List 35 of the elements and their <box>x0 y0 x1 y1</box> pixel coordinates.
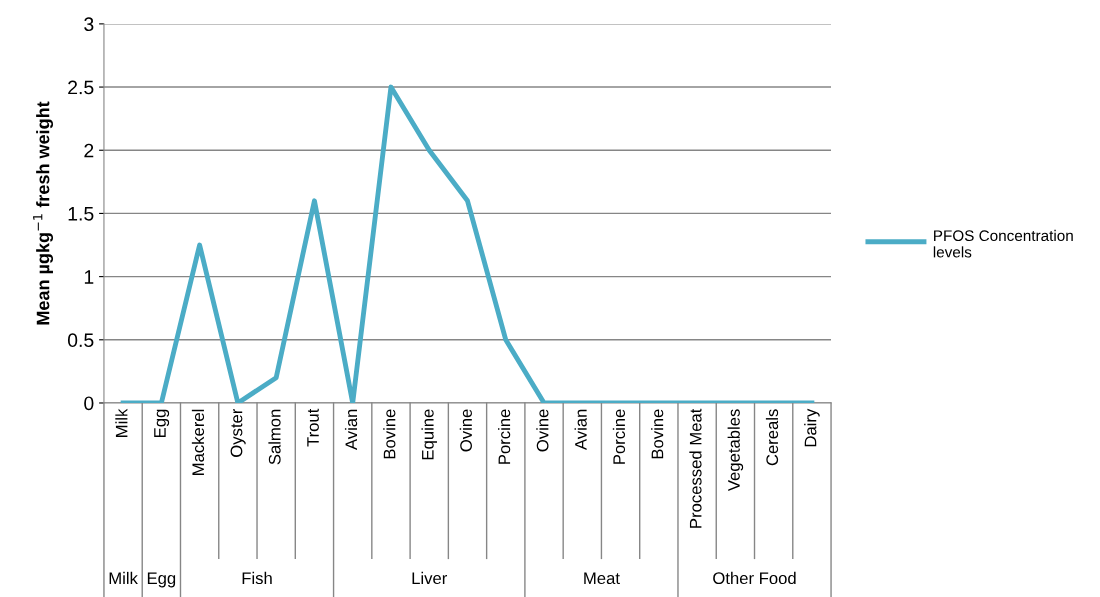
text: Meat <box>584 572 620 585</box>
y-axis-title: Mean µgkg$^{−1}$ fresh weight <box>33 101 54 325</box>
x-tick-label: Bovine <box>651 409 664 459</box>
y-tick-label: 1 <box>84 270 94 284</box>
x-tick-label: Processed Meat <box>689 408 702 528</box>
x-tick-label: Ovine <box>459 409 472 452</box>
y-tick-label: 0 <box>84 396 94 411</box>
x-tick-label: Egg <box>154 409 170 437</box>
x-tick-label: Cereals <box>765 409 779 466</box>
text: Fish <box>242 571 272 585</box>
x-tick-label: Ovine <box>536 409 549 452</box>
line-series <box>120 84 815 403</box>
y-tick-label: 0.5 <box>67 333 94 348</box>
y-tick-label: 1.5 <box>68 207 94 221</box>
x-tick-label: Porcine <box>498 409 511 464</box>
x-tick-label: Equine <box>421 409 437 460</box>
x-tick-label: Avian <box>344 409 358 451</box>
x-tick-label: Vegetables <box>727 409 744 492</box>
x-tick-label: Mackerel <box>191 409 205 475</box>
y-tick-label: 3 <box>84 17 94 32</box>
text: Milk <box>109 571 138 584</box>
x-tick-label: Milk <box>115 408 128 437</box>
x-tick-label: Porcine <box>612 409 626 464</box>
x-tick-label: Bovine <box>383 409 396 459</box>
x-tick-label: Trout <box>307 408 319 447</box>
text: Egg <box>147 572 176 588</box>
y-tick-label: 2 <box>84 143 94 158</box>
x-tick-label: Avian <box>574 409 587 451</box>
text: Liver <box>412 571 448 585</box>
x-tick-label: Salmon <box>268 409 281 465</box>
text: Other Food <box>713 571 796 585</box>
y-tick-label: 2.5 <box>68 80 94 95</box>
x-tick-label: Dairy <box>804 408 820 447</box>
x-tick-label: Oyster <box>230 408 246 457</box>
legend-label: PFOS Concentration levels <box>933 229 1073 258</box>
